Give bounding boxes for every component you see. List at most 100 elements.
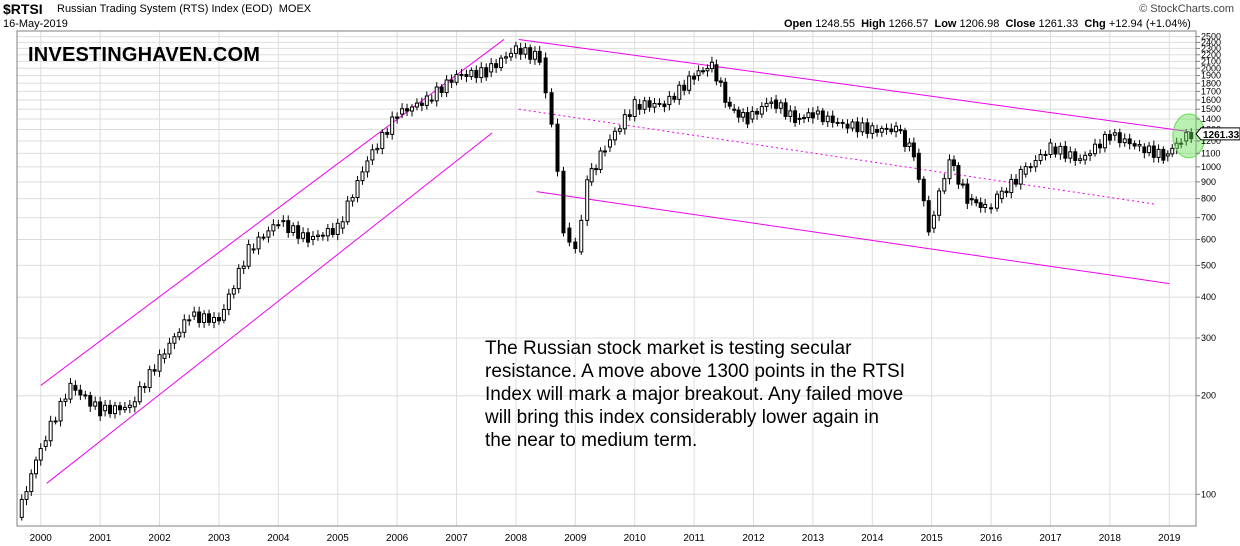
last-value-label: 1261.33 — [1195, 127, 1240, 141]
candle — [1107, 129, 1112, 145]
candle — [241, 260, 246, 275]
candle — [677, 81, 682, 105]
candle — [320, 231, 325, 241]
candle-body — [429, 99, 434, 102]
candle-body — [931, 214, 936, 229]
candle — [19, 494, 24, 521]
candle — [454, 70, 459, 86]
candle-body — [682, 84, 687, 91]
candle-body — [355, 180, 360, 199]
candle-body — [1078, 158, 1083, 161]
candle-body — [1179, 142, 1184, 145]
y-tick-label: 400 — [1201, 292, 1216, 302]
candle-body — [1009, 178, 1014, 194]
y-tick-label: 200 — [1201, 391, 1216, 401]
candle-body — [736, 109, 741, 118]
candle-body — [162, 353, 167, 359]
candle — [692, 72, 697, 85]
candle — [855, 117, 860, 138]
candle-body — [916, 152, 921, 180]
candle-body — [806, 112, 811, 119]
candle-body — [528, 47, 533, 60]
change-value: +12.94 (+1.04%) — [1108, 18, 1191, 30]
candle-body — [241, 265, 246, 269]
channel-trendline — [46, 132, 493, 484]
last-value-tag — [1195, 127, 1240, 141]
candle — [662, 100, 667, 113]
candle — [1161, 146, 1166, 164]
candle — [902, 127, 907, 152]
candle — [330, 222, 335, 238]
candle — [806, 108, 811, 123]
candle — [589, 163, 594, 186]
candle — [750, 106, 755, 123]
candle-body — [320, 234, 325, 237]
candle — [137, 381, 142, 405]
candle — [246, 239, 251, 270]
candle-body — [1083, 154, 1088, 161]
candle-body — [1122, 138, 1127, 144]
candle-body — [1093, 143, 1098, 155]
candle — [414, 98, 419, 111]
candle-body — [78, 389, 83, 396]
candle — [73, 380, 78, 396]
candle — [197, 306, 202, 328]
candle-body — [1184, 132, 1189, 142]
candle — [603, 145, 608, 157]
candle — [1093, 138, 1098, 157]
candle — [513, 41, 518, 59]
candle — [815, 105, 820, 120]
candle — [93, 396, 98, 410]
candle-body — [345, 200, 350, 223]
x-tick-label: 2001 — [89, 533, 112, 544]
candle — [845, 119, 850, 134]
candle-body — [797, 117, 802, 120]
candle — [429, 94, 434, 104]
candle-body — [340, 221, 345, 229]
candle — [573, 237, 578, 254]
candle-body — [370, 149, 375, 161]
candle-body — [24, 491, 29, 500]
candle-body — [983, 203, 988, 209]
candle — [1184, 128, 1189, 146]
candle — [266, 226, 271, 243]
candle-body — [315, 234, 320, 238]
candle-body — [216, 316, 221, 322]
candle-body — [594, 168, 599, 171]
candle — [439, 84, 444, 98]
y-tick-label: 2100 — [1201, 56, 1221, 66]
x-tick-label: 2014 — [861, 533, 884, 544]
candle-body — [142, 386, 147, 389]
candle-body — [627, 114, 632, 117]
candle-body — [330, 228, 335, 235]
candle — [1156, 144, 1161, 163]
candle — [231, 285, 236, 299]
high-value: 1266.57 — [888, 18, 929, 30]
candle — [83, 390, 88, 400]
candle-body — [764, 102, 769, 108]
x-tick-label: 2007 — [445, 533, 468, 544]
x-tick-label: 2003 — [208, 533, 231, 544]
candle — [43, 435, 48, 451]
candle — [350, 194, 355, 207]
candle — [1018, 165, 1023, 190]
candle — [727, 96, 732, 110]
candle — [1117, 128, 1122, 148]
candle — [518, 42, 523, 60]
candle — [850, 119, 855, 132]
y-tick-label: 1100 — [1201, 148, 1220, 158]
candle — [53, 416, 58, 425]
candle — [884, 123, 889, 135]
candle — [464, 69, 469, 83]
close-label: Close — [1005, 18, 1036, 30]
candle-body — [622, 114, 627, 130]
candle — [926, 195, 931, 236]
candle-body — [296, 225, 301, 239]
candle — [211, 311, 216, 329]
candle — [380, 129, 385, 155]
x-tick-label: 2009 — [564, 533, 587, 544]
candle-body — [83, 394, 88, 397]
candle-body — [778, 102, 783, 109]
x-tick-label: 2011 — [683, 533, 705, 544]
